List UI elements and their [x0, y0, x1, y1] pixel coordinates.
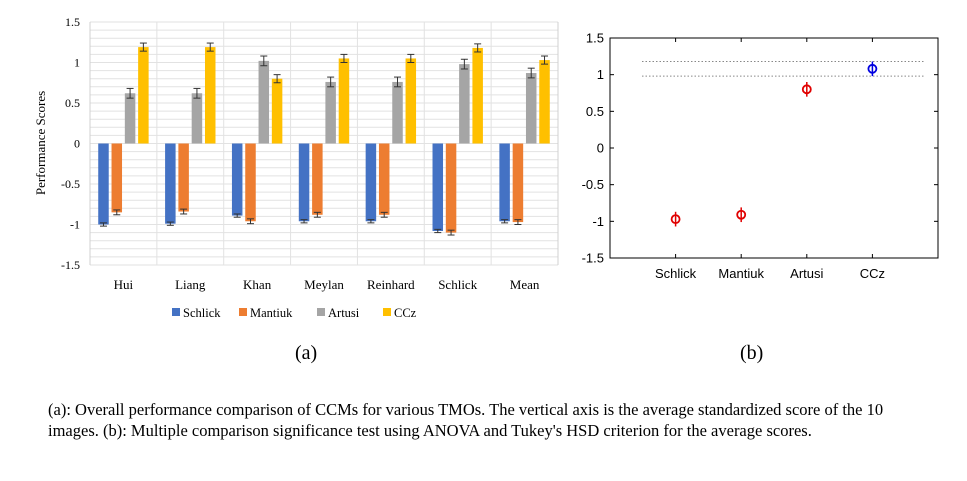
legend-label: Artusi: [328, 306, 360, 320]
panel-label-b: (b): [740, 342, 764, 364]
x-tick-labels: Hui Liang Khan Meylan Reinhard Schlick Mean: [114, 277, 540, 292]
y-tick-label: 0.5: [65, 96, 80, 110]
bar: [405, 58, 417, 144]
legend-label: Schlick: [183, 306, 221, 320]
bar: [258, 60, 270, 144]
x-tick-label: Reinhard: [367, 277, 415, 292]
bar: [98, 143, 109, 225]
bar: [338, 58, 350, 144]
x-tick-label: Hui: [114, 277, 134, 292]
x-tick-labels: Schlick Mantiuk Artusi CCz: [655, 266, 885, 281]
bar: [204, 47, 216, 144]
y-tick-label: 1.5: [65, 15, 80, 29]
legend: Schlick Mantiuk Artusi CCz: [172, 306, 417, 320]
mean-marker: [670, 214, 681, 225]
bar: [525, 73, 537, 144]
bar: [378, 143, 390, 215]
error-bars: [99, 42, 549, 236]
legend-label: CCz: [394, 306, 417, 320]
x-tick-label: Schlick: [438, 277, 477, 292]
legend-label: Mantiuk: [250, 306, 293, 320]
y-tick-label: -1.5: [61, 258, 80, 272]
legend-swatch: [317, 308, 325, 316]
y-tick-label: -1: [592, 214, 604, 229]
bar: [178, 143, 189, 212]
bar: [365, 143, 377, 222]
x-tick-label: Meylan: [304, 277, 344, 292]
bar: [124, 93, 136, 144]
grid-lines: [89, 21, 559, 266]
x-tick-label: Artusi: [790, 266, 823, 281]
bar: [459, 64, 470, 144]
scatter-chart-b: 1.5 1 0.5 0 -0.5 -1 -1.5 Schlick Mantiuk Artusi C…: [582, 31, 939, 281]
mean-marker: [736, 209, 747, 220]
reference-lines: [642, 60, 924, 77]
panel-label-a: (a): [295, 342, 318, 364]
x-tick-label: Liang: [175, 277, 206, 292]
x-tick-label: Mean: [510, 277, 540, 292]
bar: [499, 143, 510, 222]
bar: [472, 47, 483, 144]
y-tick-label: 0: [74, 137, 80, 151]
y-tick-label: 0.5: [586, 104, 604, 119]
y-tick-label: -0.5: [582, 177, 604, 192]
bar: [271, 78, 283, 144]
bar: [138, 47, 149, 144]
y-tick-labels: 1.5 1 0.5 0 -0.5 -1 -1.5: [582, 31, 604, 266]
bar: [111, 143, 123, 213]
mean-marker: [801, 84, 812, 95]
legend-swatch: [172, 308, 180, 316]
plot-frame: [609, 37, 939, 259]
y-axis-label: Performance Scores: [33, 91, 48, 195]
points: [670, 61, 878, 227]
bar: [245, 143, 256, 222]
y-tick-label: 1: [597, 67, 604, 82]
mean-marker: [867, 63, 878, 74]
bar: [512, 143, 524, 223]
bar: [165, 143, 176, 224]
bar: [392, 81, 403, 144]
y-tick-label: -1: [70, 218, 80, 232]
bar-chart-a: 1.5 1 0.5 0 -0.5 -1 -1.5 Hui Liang Khan Meylan Rei…: [33, 15, 559, 320]
bar: [539, 60, 550, 144]
bar: [231, 143, 243, 216]
x-tick-label: Mantiuk: [718, 266, 764, 281]
bar: [325, 81, 336, 144]
x-tick-label: CCz: [860, 266, 885, 281]
y-tick-labels: 1.5 1 0.5 0 -0.5 -1 -1.5: [61, 15, 80, 272]
plot-border: [609, 37, 939, 259]
y-tick-label: 0: [597, 141, 604, 156]
y-tick-label: -0.5: [61, 177, 80, 191]
legend-swatch: [239, 308, 247, 316]
bar: [432, 143, 444, 231]
y-tick-label: -1.5: [582, 251, 604, 266]
figure-caption: (a): Overall performance comparison of C…: [48, 400, 884, 440]
bars: [98, 47, 550, 233]
x-tick-label: Khan: [243, 277, 272, 292]
x-tick-label: Schlick: [655, 266, 697, 281]
legend-swatch: [383, 308, 391, 316]
bar: [312, 143, 323, 215]
y-tick-label: 1: [74, 56, 80, 70]
bar: [191, 93, 203, 144]
bar: [445, 143, 457, 233]
bar: [298, 143, 310, 222]
y-tick-label: 1.5: [586, 31, 604, 46]
